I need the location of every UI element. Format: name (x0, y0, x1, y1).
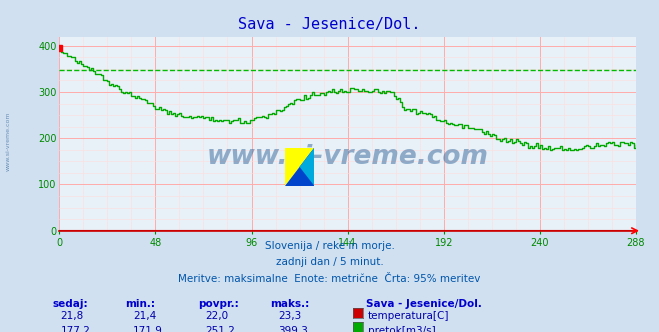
Text: sedaj:: sedaj: (53, 299, 88, 309)
Text: zadnji dan / 5 minut.: zadnji dan / 5 minut. (275, 257, 384, 267)
Text: temperatura[C]: temperatura[C] (368, 311, 449, 321)
Text: Sava - Jesenice/Dol.: Sava - Jesenice/Dol. (366, 299, 482, 309)
Text: min.:: min.: (125, 299, 156, 309)
Text: povpr.:: povpr.: (198, 299, 239, 309)
Text: 251,2: 251,2 (206, 326, 235, 332)
Text: Sava - Jesenice/Dol.: Sava - Jesenice/Dol. (239, 17, 420, 32)
Text: www.si-vreme.com: www.si-vreme.com (207, 144, 488, 170)
Text: 22,0: 22,0 (206, 311, 229, 321)
Polygon shape (299, 148, 314, 186)
Text: 171,9: 171,9 (133, 326, 163, 332)
Text: 21,4: 21,4 (133, 311, 156, 321)
Text: pretok[m3/s]: pretok[m3/s] (368, 326, 436, 332)
Text: Meritve: maksimalne  Enote: metrične  Črta: 95% meritev: Meritve: maksimalne Enote: metrične Črta… (179, 274, 480, 284)
Text: 177,2: 177,2 (61, 326, 90, 332)
Text: www.si-vreme.com: www.si-vreme.com (5, 111, 11, 171)
Text: maks.:: maks.: (270, 299, 310, 309)
Text: Slovenija / reke in morje.: Slovenija / reke in morje. (264, 241, 395, 251)
Text: 399,3: 399,3 (278, 326, 308, 332)
Polygon shape (285, 148, 314, 186)
Polygon shape (285, 148, 314, 186)
Text: 23,3: 23,3 (278, 311, 301, 321)
Text: 21,8: 21,8 (61, 311, 84, 321)
